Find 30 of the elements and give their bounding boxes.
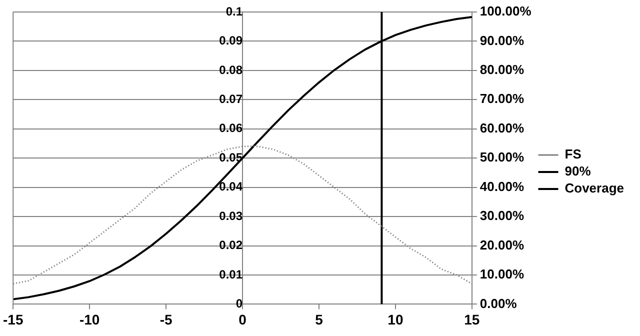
y-tick-label: 0.08: [219, 62, 243, 77]
y2-tick-label: 0.00%: [480, 296, 518, 311]
legend-label: FS: [564, 146, 582, 162]
y2-tick-label: 40.00%: [480, 178, 524, 194]
y2-tick-label: 90.00%: [480, 32, 524, 48]
x-tick-label: 15: [464, 311, 480, 328]
x-tick-label: 5: [315, 311, 324, 328]
y2-tick-label: 20.00%: [480, 237, 524, 252]
y2-tick-label: 100.00%: [480, 4, 532, 19]
y2-tick-label: 60.00%: [480, 120, 524, 136]
y2-tick-label: 30.00%: [480, 208, 524, 224]
y2-tick-label: 80.00%: [480, 62, 524, 78]
y-tick-label: 0.01: [219, 267, 243, 282]
y-tick-label: 0: [236, 296, 243, 311]
y-tick-label: 0.07: [219, 92, 243, 106]
x-tick-label: 10: [388, 311, 404, 328]
y2-tick-label: 70.00%: [480, 91, 524, 106]
y-tick-label: 0.06: [219, 121, 243, 136]
y2-tick-label: 10.00%: [480, 266, 524, 282]
y2-tick-label: 50.00%: [480, 150, 524, 165]
x-tick-label: -10: [79, 311, 100, 328]
y-tick-label: 0.04: [219, 180, 243, 194]
y-tick-label: 0.1: [226, 4, 243, 18]
y-tick-label: 0.02: [219, 238, 243, 252]
x-tick-label: -5: [160, 311, 172, 328]
x-tick-label: -15: [3, 311, 24, 328]
legend-label: Coverage: [564, 180, 624, 196]
y-tick-label: 0.09: [219, 34, 243, 48]
y-tick-label: 0.03: [219, 208, 243, 223]
legend-label: 90%: [564, 164, 592, 179]
